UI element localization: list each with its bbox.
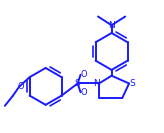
Text: O: O bbox=[17, 82, 24, 91]
Text: S: S bbox=[75, 79, 81, 88]
Text: O: O bbox=[80, 70, 87, 79]
Text: O: O bbox=[80, 88, 87, 97]
Text: S: S bbox=[129, 79, 135, 88]
Text: N: N bbox=[93, 79, 99, 88]
Text: N: N bbox=[108, 21, 115, 30]
